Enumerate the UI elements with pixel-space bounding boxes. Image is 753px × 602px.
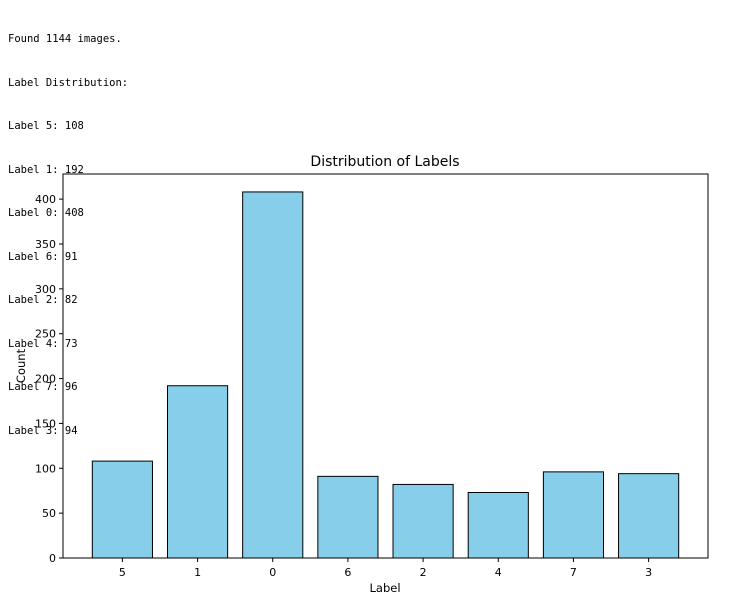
bar-label-7 [542, 471, 605, 559]
bar-label-3 [618, 473, 680, 559]
chart-title: Distribution of Labels [310, 154, 459, 170]
bars-group [91, 191, 680, 559]
bar-label-0 [242, 191, 304, 559]
console-line: Label 4: 73 [8, 337, 78, 350]
x-tick-label: 7 [570, 566, 577, 579]
console-line: Label 6: 91 [8, 250, 78, 263]
x-tick-label: 6 [344, 566, 351, 579]
bar-label-4 [467, 492, 529, 559]
y-tick-label: 400 [35, 193, 56, 206]
bar-label-5 [91, 460, 153, 559]
y-tick-label: 0 [49, 552, 56, 565]
console-line: Label 0: 408 [8, 207, 84, 219]
bar-label-1 [166, 385, 229, 559]
console-line: Label 5: 108 [8, 120, 84, 132]
plot-frame [62, 173, 709, 559]
y-tick-label: 200 [35, 373, 56, 386]
y-tick-label: 350 [35, 238, 56, 251]
x-tick-label: 3 [645, 566, 652, 579]
console-line: Label Distribution: [8, 76, 129, 89]
x-tick-label: 0 [269, 566, 276, 579]
y-tick-label: 300 [35, 283, 56, 296]
y-axis-ticks: 0 50 100 150 200 250 300 350 400 [35, 193, 63, 565]
y-tick-label: 150 [35, 417, 56, 430]
console-output: Found 1144 images. Label Distribution: L… [8, 3, 128, 453]
x-tick-label: 2 [420, 566, 427, 579]
x-tick-label: 5 [119, 566, 126, 579]
bar-label-2 [392, 483, 454, 559]
bar-label-6 [317, 475, 379, 559]
console-line: Label 3: 94 [8, 424, 78, 437]
y-tick-label: 50 [42, 507, 56, 520]
y-axis-label: Count [14, 348, 28, 383]
y-tick-label: 250 [35, 328, 56, 341]
x-tick-label: 4 [495, 566, 502, 579]
x-tick-label: 1 [194, 566, 201, 579]
console-line: Label 2: 82 [8, 294, 78, 306]
x-axis-label: Label [369, 581, 400, 595]
y-tick-label: 100 [35, 462, 56, 475]
console-line: Found 1144 images. [8, 33, 122, 45]
console-line: Label 7: 96 [8, 381, 78, 393]
console-line: Label 1: 192 [8, 163, 84, 176]
